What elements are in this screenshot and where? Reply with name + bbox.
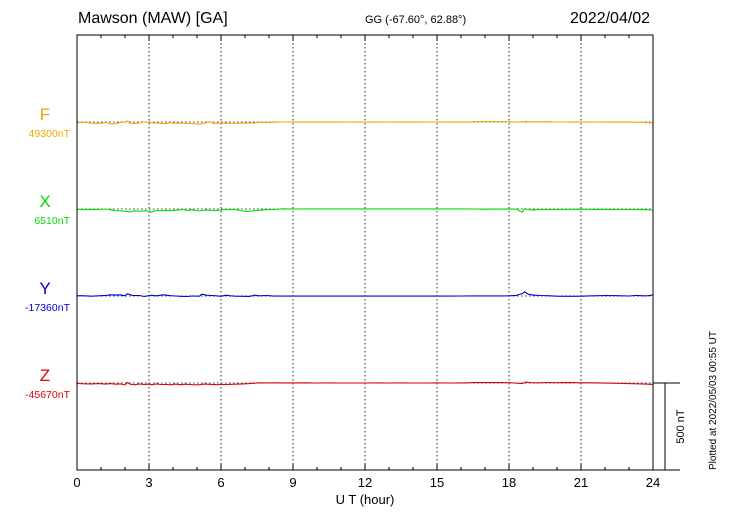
series-baseline-y: -17360nT — [25, 302, 71, 314]
series-line-z — [77, 381, 653, 386]
chart-title: Mawson (MAW) [GA] — [78, 10, 228, 27]
station-coordinates: GG (-67.60°, 62.88°) — [365, 14, 467, 26]
series-label-x: X — [39, 192, 50, 211]
series-label-y: Y — [39, 279, 50, 298]
x-tick-label: 24 — [646, 475, 660, 490]
scale-bar-label: 500 nT — [675, 409, 687, 444]
x-tick-label: 15 — [430, 475, 444, 490]
series-label-f: F — [40, 105, 50, 124]
x-tick-label: 0 — [73, 475, 80, 490]
x-tick-label: 3 — [145, 475, 152, 490]
x-tick-label: 6 — [217, 475, 224, 490]
x-tick-label: 21 — [574, 475, 588, 490]
series-line-y — [77, 291, 653, 298]
x-tick-label: 18 — [502, 475, 516, 490]
series-line-x — [77, 207, 653, 213]
series-baseline-f: 49300nT — [29, 128, 71, 140]
x-axis-label: U T (hour) — [336, 492, 395, 507]
series-label-z: Z — [40, 366, 50, 385]
x-tick-label: 9 — [289, 475, 296, 490]
x-tick-label: 12 — [358, 475, 372, 490]
series-baseline-z: -45670nT — [25, 389, 71, 401]
chart-date: 2022/04/02 — [570, 10, 651, 27]
series-baseline-x: 6510nT — [34, 215, 70, 227]
series-line-f — [77, 120, 653, 125]
